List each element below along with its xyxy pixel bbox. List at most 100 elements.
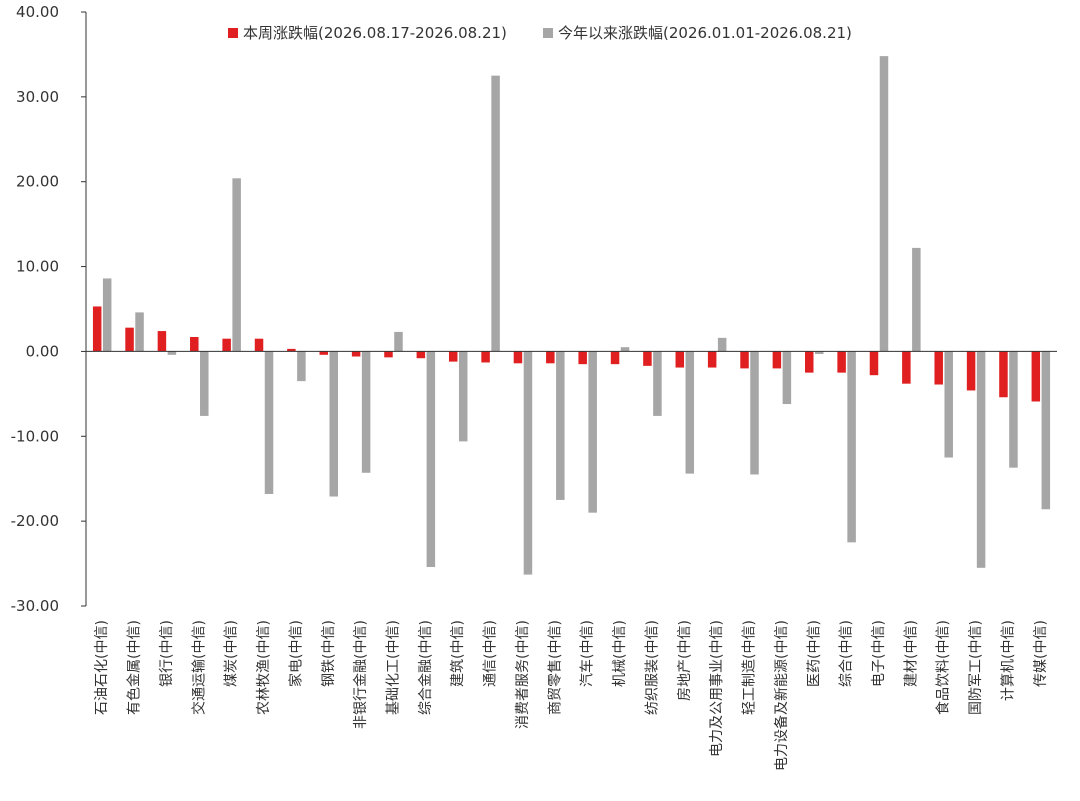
y-tick-label: 20.00 (16, 173, 59, 191)
x-category-label: 商贸零售(中信) (547, 620, 563, 715)
bar-ytd-change (200, 351, 209, 416)
bars-group (92, 56, 1051, 575)
bar-ytd-change (847, 351, 856, 543)
bar-ytd-change (329, 351, 338, 497)
y-axis: 40.00 30.00 20.00 10.00 0.00 -10.00 -20.00 -30.… (11, 3, 87, 615)
y-tick-label: -30.00 (11, 597, 59, 615)
bar-weekly-change (92, 306, 102, 352)
bar-weekly-change (546, 351, 555, 364)
bar-ytd-change (264, 351, 274, 494)
x-category-label: 汽车(中信) (579, 620, 596, 687)
x-category-label: 银行(中信) (159, 620, 175, 687)
bar-ytd-change (556, 351, 565, 500)
bar-ytd-change (588, 351, 597, 513)
legend-label: 今年以来涨跌幅(2026.01.01-2026.08.21) (558, 24, 852, 42)
y-tick-label: 40.00 (16, 3, 59, 21)
x-category-label: 消费者服务(中信) (515, 620, 531, 729)
bar-weekly-change (416, 351, 426, 359)
bar-ytd-change (523, 351, 533, 575)
bar-ytd-change (879, 56, 889, 352)
bar-weekly-change (578, 351, 587, 365)
bar-ytd-change (912, 247, 921, 352)
x-category-label: 传媒(中信) (1033, 620, 1049, 687)
bar-weekly-change (902, 351, 911, 384)
bar-weekly-change (707, 351, 717, 368)
y-tick-label: -10.00 (11, 427, 59, 445)
bar-weekly-change (222, 338, 231, 352)
bar-weekly-change (610, 351, 620, 365)
x-category-label: 通信(中信) (483, 620, 499, 687)
x-axis: 石油石化(中信) 有色金属(中信) 银行(中信) 交通运输(中信) 煤炭(中信) 农林牧渔… (86, 350, 1057, 771)
x-category-label: 计算机(中信) (1000, 620, 1016, 701)
bar-ytd-change (167, 351, 177, 355)
x-category-label: 电力设备及新能源(中信) (773, 620, 790, 771)
bar-weekly-change (772, 351, 782, 369)
bar-weekly-change (351, 351, 361, 357)
bar-weekly-change (384, 351, 393, 358)
bar-weekly-change (805, 351, 814, 373)
bar-weekly-change (837, 351, 846, 373)
bar-weekly-change (513, 351, 523, 364)
x-category-label: 煤炭(中信) (224, 620, 240, 687)
x-category-label: 综合金融(中信) (418, 620, 434, 715)
bar-weekly-change (190, 337, 199, 352)
chart-legend: 本周涨跌幅(2026.08.17-2026.08.21) 今年以来涨跌幅(2026… (228, 24, 852, 42)
bar-ytd-change (976, 351, 986, 568)
bar-weekly-change (319, 351, 328, 355)
bar-weekly-change (966, 351, 976, 391)
x-category-label: 电力及公用事业(中信) (709, 620, 725, 757)
bar-ytd-change (1009, 351, 1018, 468)
bar-weekly-change (999, 351, 1008, 398)
bar-weekly-change (157, 331, 167, 352)
x-category-label: 非银行金融(中信) (353, 620, 369, 729)
bar-ytd-change (458, 351, 468, 442)
bar-weekly-change (448, 351, 458, 362)
bar-ytd-change (361, 351, 371, 473)
y-tick-label: 0.00 (26, 342, 59, 360)
bar-ytd-change (782, 351, 792, 405)
x-category-label: 纺织服装(中信) (644, 620, 660, 715)
x-category-label: 医药(中信) (806, 620, 822, 687)
x-category-label: 食品饮料(中信) (935, 620, 952, 715)
bar-ytd-change (135, 312, 144, 352)
x-category-label: 国防军工(中信) (968, 620, 984, 715)
bar-ytd-change (685, 351, 695, 474)
x-category-label: 建材(中信) (903, 620, 919, 687)
bar-ytd-change (297, 351, 306, 382)
bar-weekly-change (125, 327, 134, 352)
bar-ytd-change (1041, 351, 1051, 510)
bar-ytd-change (750, 351, 759, 475)
x-category-label: 石油石化(中信) (94, 620, 110, 715)
bar-ytd-change (491, 75, 500, 352)
x-category-label: 综合(中信) (839, 620, 855, 687)
bar-ytd-change (102, 278, 112, 352)
y-tick-label: 10.00 (16, 258, 59, 276)
bar-ytd-change (717, 337, 727, 352)
x-category-label: 有色金属(中信) (126, 620, 143, 715)
x-category-label: 电子(中信) (871, 620, 887, 687)
bar-weekly-change (254, 338, 264, 352)
bar-weekly-change (675, 351, 685, 368)
bar-weekly-change (643, 351, 652, 366)
legend-swatch (228, 28, 238, 38)
x-category-label: 建筑(中信) (450, 620, 466, 687)
bar-weekly-change (740, 351, 749, 369)
bar-ytd-change (620, 347, 630, 352)
bar-weekly-change (934, 351, 943, 385)
x-category-label: 家电(中信) (287, 620, 304, 687)
bar-weekly-change (869, 351, 879, 376)
bar-ytd-change (653, 351, 662, 416)
x-category-label: 房地产(中信) (677, 620, 693, 701)
x-category-label: 机械(中信) (612, 620, 628, 687)
x-category-label: 轻工制造(中信) (742, 620, 758, 715)
y-tick-label: 30.00 (16, 88, 59, 106)
bar-weekly-change (1031, 351, 1041, 402)
bar-weekly-change (481, 351, 490, 363)
x-category-label: 钢铁(中信) (321, 620, 337, 687)
bar-ytd-change (426, 351, 436, 567)
bar-ytd-change (232, 178, 241, 352)
bar-ytd-change (394, 331, 403, 352)
x-category-label: 农林牧渔(中信) (256, 620, 272, 715)
bar-ytd-change (815, 351, 824, 354)
